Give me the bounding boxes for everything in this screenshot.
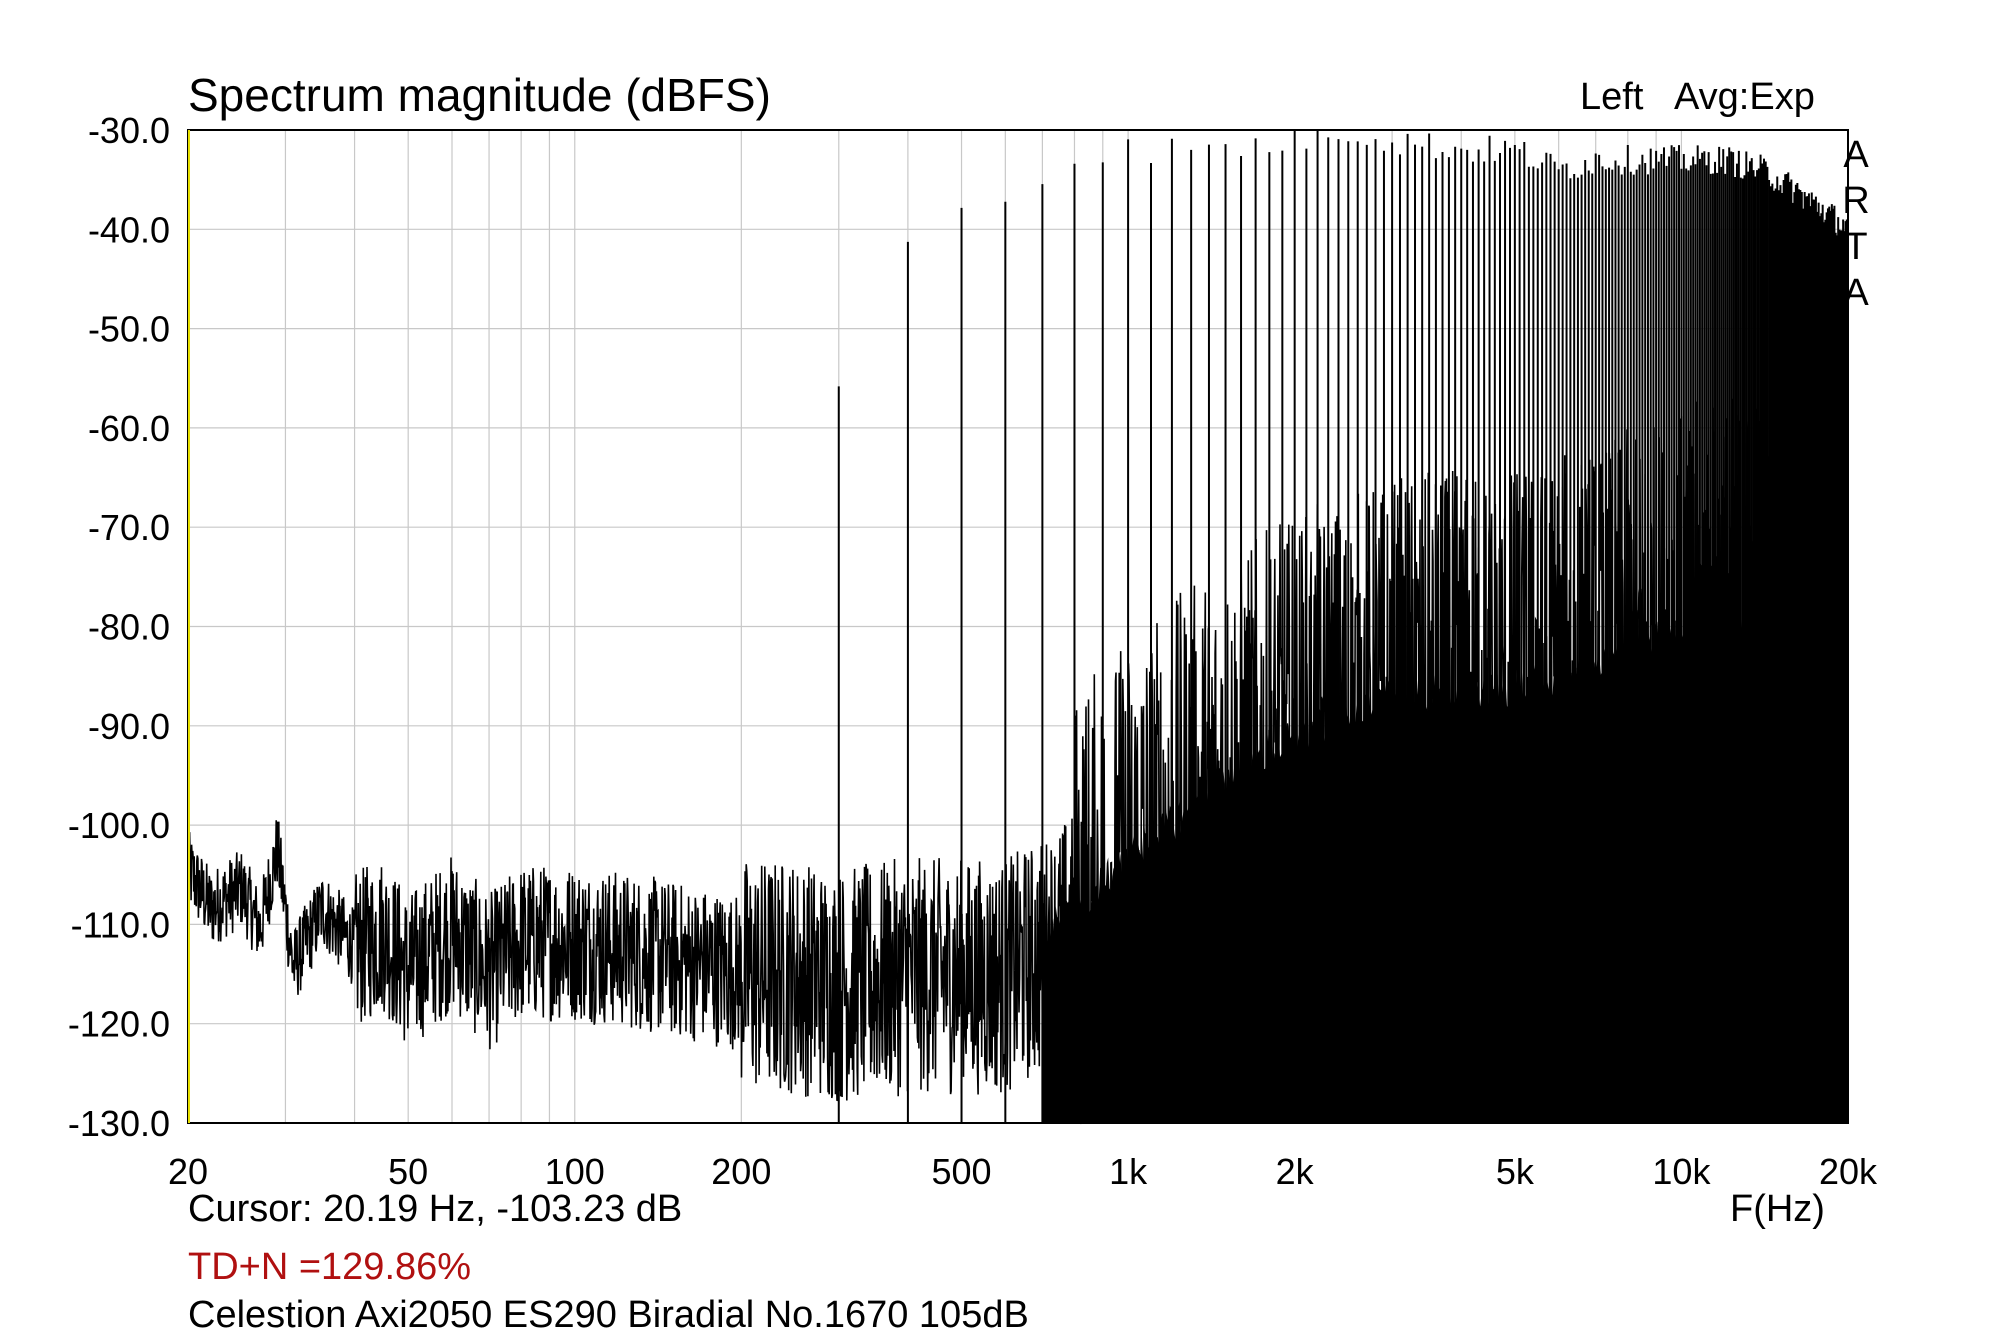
cursor-readout: Cursor: 20.19 Hz, -103.23 dB: [188, 1188, 683, 1230]
y-tick-label: -30.0: [88, 110, 170, 151]
device-label: Celestion Axi2050 ES290 Biradial No.1670…: [188, 1294, 1029, 1336]
x-tick-label: 2k: [1276, 1151, 1315, 1192]
x-tick-label: 500: [931, 1151, 991, 1192]
x-axis-label: F(Hz): [1730, 1188, 1825, 1230]
y-tick-labels: -30.0 -40.0 -50.0 -60.0 -70.0 -80.0 -90.0 -100.…: [68, 110, 170, 1144]
x-tick-label: 1k: [1109, 1151, 1148, 1192]
x-tick-label: 5k: [1496, 1151, 1535, 1192]
y-tick-label: -80.0: [88, 607, 170, 648]
x-tick-label: 100: [545, 1151, 605, 1192]
x-tick-label: 20k: [1819, 1151, 1878, 1192]
channel-label: Left: [1580, 76, 1644, 118]
y-tick-label: -110.0: [71, 904, 170, 945]
y-tick-label: -60.0: [88, 408, 170, 449]
noise-fill: [1042, 582, 1848, 1123]
x-tick-labels: 20 50 100 200 500 1k 2k 5k 10k 20k: [168, 1151, 1878, 1192]
y-tick-label: -90.0: [88, 706, 170, 747]
arta-letter: A: [1843, 272, 1869, 314]
arta-letter: A: [1843, 134, 1869, 176]
y-tick-label: -130.0: [68, 1103, 170, 1144]
y-tick-label: -70.0: [88, 507, 170, 548]
x-tick-label: 20: [168, 1151, 208, 1192]
chart-title: Spectrum magnitude (dBFS): [188, 69, 771, 121]
x-tick-label: 50: [388, 1151, 428, 1192]
x-tick-label: 10k: [1652, 1151, 1711, 1192]
arta-letter: T: [1844, 226, 1868, 268]
y-tick-label: -100.0: [68, 805, 170, 846]
spectrum-trace: [187, 130, 1849, 1125]
y-tick-label: -50.0: [88, 309, 170, 350]
thd-readout: TD+N =129.86%: [188, 1246, 472, 1288]
y-tick-label: -120.0: [68, 1004, 170, 1045]
arta-letter: R: [1842, 180, 1870, 222]
y-tick-label: -40.0: [88, 209, 170, 250]
averaging-label: Avg:Exp: [1674, 76, 1815, 118]
x-tick-label: 200: [711, 1151, 771, 1192]
